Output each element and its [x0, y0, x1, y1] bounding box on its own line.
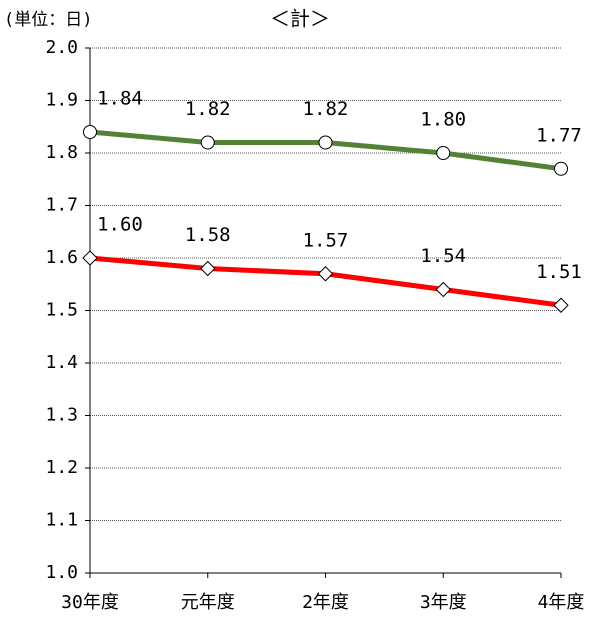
y-tick-label: 1.4: [45, 352, 78, 373]
point-marker: [200, 260, 216, 277]
y-tick-label: 1.1: [45, 510, 78, 531]
data-label: 1.77: [536, 124, 582, 146]
series-line: [89, 255, 562, 308]
y-tick-label: 1.3: [45, 405, 78, 426]
data-label: 1.58: [185, 224, 231, 246]
y-tick-label: 1.7: [45, 195, 78, 216]
unit-label: (単位：日): [4, 10, 92, 30]
point-marker: [436, 146, 451, 160]
x-tick-label: 30年度: [61, 592, 119, 613]
x-tick-label: 4年度: [538, 592, 585, 613]
data-label: 1.51: [536, 261, 582, 283]
point-marker: [318, 135, 333, 150]
y-tick-label: 1.5: [45, 300, 78, 321]
point-marker: [554, 161, 568, 176]
chart-title: ＜計＞: [270, 7, 330, 31]
data-label: 1.80: [420, 109, 466, 131]
point-marker: [83, 125, 97, 139]
point-marker: [82, 250, 98, 266]
point-marker: [435, 281, 451, 298]
point-marker: [200, 135, 215, 150]
y-tick-label: 1.2: [45, 457, 78, 478]
y-tick-label: 1.8: [45, 142, 78, 163]
y-tick-label: 1.0: [45, 562, 78, 583]
x-tick-label: 3年度: [420, 592, 467, 613]
y-tick-label: 1.6: [45, 247, 78, 268]
data-label: 1.82: [185, 98, 231, 120]
x-tick-label: 2年度: [302, 592, 349, 613]
x-tick-label: 元年度: [181, 592, 235, 613]
y-tick-label: 2.0: [45, 37, 78, 58]
data-label: 1.57: [303, 229, 349, 251]
point-marker: [317, 266, 334, 282]
data-label: 1.82: [303, 98, 349, 120]
data-label: 1.54: [420, 245, 466, 267]
point-marker: [553, 297, 569, 313]
data-label: 1.84: [97, 88, 143, 110]
data-label: 1.60: [97, 214, 143, 236]
y-tick-label: 1.9: [45, 90, 78, 111]
